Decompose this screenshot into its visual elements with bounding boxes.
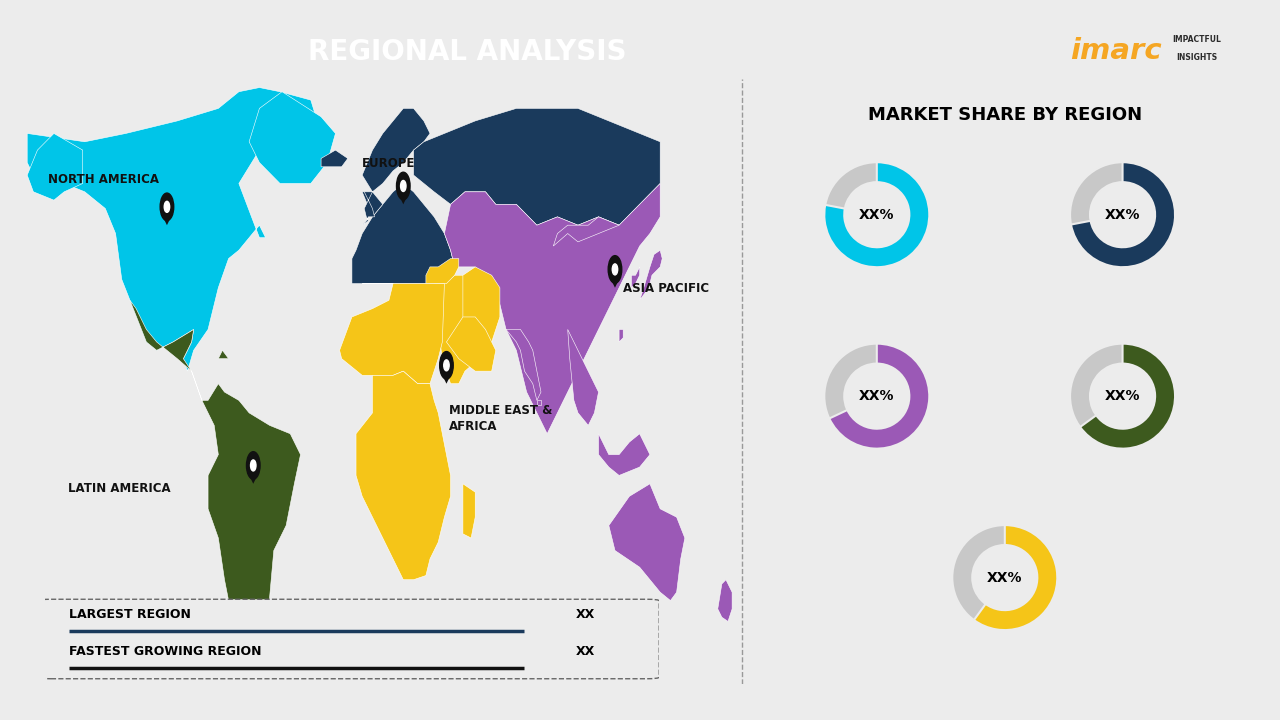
- Polygon shape: [27, 88, 321, 372]
- Circle shape: [160, 193, 174, 220]
- Wedge shape: [974, 525, 1057, 630]
- Polygon shape: [339, 284, 444, 384]
- Circle shape: [397, 172, 410, 199]
- Text: INSIGHTS: INSIGHTS: [1176, 53, 1217, 62]
- Polygon shape: [553, 217, 620, 246]
- Wedge shape: [952, 525, 1057, 630]
- Circle shape: [247, 451, 260, 480]
- Polygon shape: [434, 275, 495, 384]
- Polygon shape: [439, 370, 453, 384]
- Text: XX%: XX%: [987, 570, 1023, 585]
- Polygon shape: [608, 274, 622, 288]
- Polygon shape: [250, 91, 335, 184]
- Polygon shape: [444, 184, 660, 433]
- Polygon shape: [362, 109, 430, 217]
- Polygon shape: [219, 351, 229, 359]
- Polygon shape: [640, 251, 662, 300]
- Wedge shape: [829, 343, 929, 449]
- Polygon shape: [536, 400, 541, 405]
- Wedge shape: [1070, 343, 1175, 449]
- Polygon shape: [321, 150, 348, 167]
- Wedge shape: [1071, 162, 1175, 267]
- Text: MARKET SHARE BY REGION: MARKET SHARE BY REGION: [868, 107, 1142, 125]
- Wedge shape: [824, 343, 929, 449]
- Polygon shape: [426, 258, 458, 284]
- Text: FASTEST GROWING REGION: FASTEST GROWING REGION: [69, 645, 262, 658]
- Polygon shape: [247, 470, 260, 484]
- Polygon shape: [131, 300, 301, 672]
- Text: REGIONAL ANALYSIS: REGIONAL ANALYSIS: [308, 38, 626, 66]
- Text: XX: XX: [576, 608, 595, 621]
- Polygon shape: [463, 267, 500, 359]
- Text: imarc: imarc: [1070, 37, 1162, 65]
- Circle shape: [401, 181, 406, 192]
- Text: EUROPE: EUROPE: [362, 157, 416, 170]
- Text: LARGEST REGION: LARGEST REGION: [69, 608, 191, 621]
- Wedge shape: [824, 162, 929, 267]
- Circle shape: [439, 351, 453, 379]
- Text: XX: XX: [576, 645, 595, 658]
- Polygon shape: [631, 267, 640, 288]
- Text: XX%: XX%: [1105, 389, 1140, 403]
- Circle shape: [444, 360, 449, 371]
- Circle shape: [612, 264, 618, 275]
- Polygon shape: [620, 330, 623, 342]
- Text: ASIA PACIFIC: ASIA PACIFIC: [623, 282, 709, 295]
- Polygon shape: [447, 317, 495, 372]
- Wedge shape: [1080, 343, 1175, 449]
- Text: XX%: XX%: [1105, 207, 1140, 222]
- Polygon shape: [568, 330, 599, 426]
- Circle shape: [164, 202, 170, 212]
- Polygon shape: [362, 192, 375, 225]
- Polygon shape: [356, 372, 451, 580]
- Circle shape: [251, 460, 256, 471]
- Text: NORTH AMERICA: NORTH AMERICA: [47, 174, 159, 186]
- Text: MIDDLE EAST &
AFRICA: MIDDLE EAST & AFRICA: [448, 404, 552, 433]
- Polygon shape: [718, 580, 732, 621]
- FancyBboxPatch shape: [38, 599, 659, 679]
- Text: IMPACTFUL: IMPACTFUL: [1172, 35, 1221, 45]
- Text: XX%: XX%: [859, 389, 895, 403]
- Polygon shape: [352, 184, 454, 284]
- Text: XX%: XX%: [859, 207, 895, 222]
- Wedge shape: [1070, 162, 1175, 267]
- Polygon shape: [160, 212, 174, 225]
- Polygon shape: [609, 484, 685, 600]
- Polygon shape: [463, 484, 475, 538]
- Polygon shape: [506, 330, 541, 400]
- Circle shape: [608, 256, 622, 283]
- Polygon shape: [599, 433, 650, 475]
- Polygon shape: [413, 109, 660, 225]
- Polygon shape: [397, 191, 410, 204]
- Wedge shape: [824, 162, 929, 267]
- Polygon shape: [27, 133, 83, 200]
- Text: LATIN AMERICA: LATIN AMERICA: [68, 482, 172, 495]
